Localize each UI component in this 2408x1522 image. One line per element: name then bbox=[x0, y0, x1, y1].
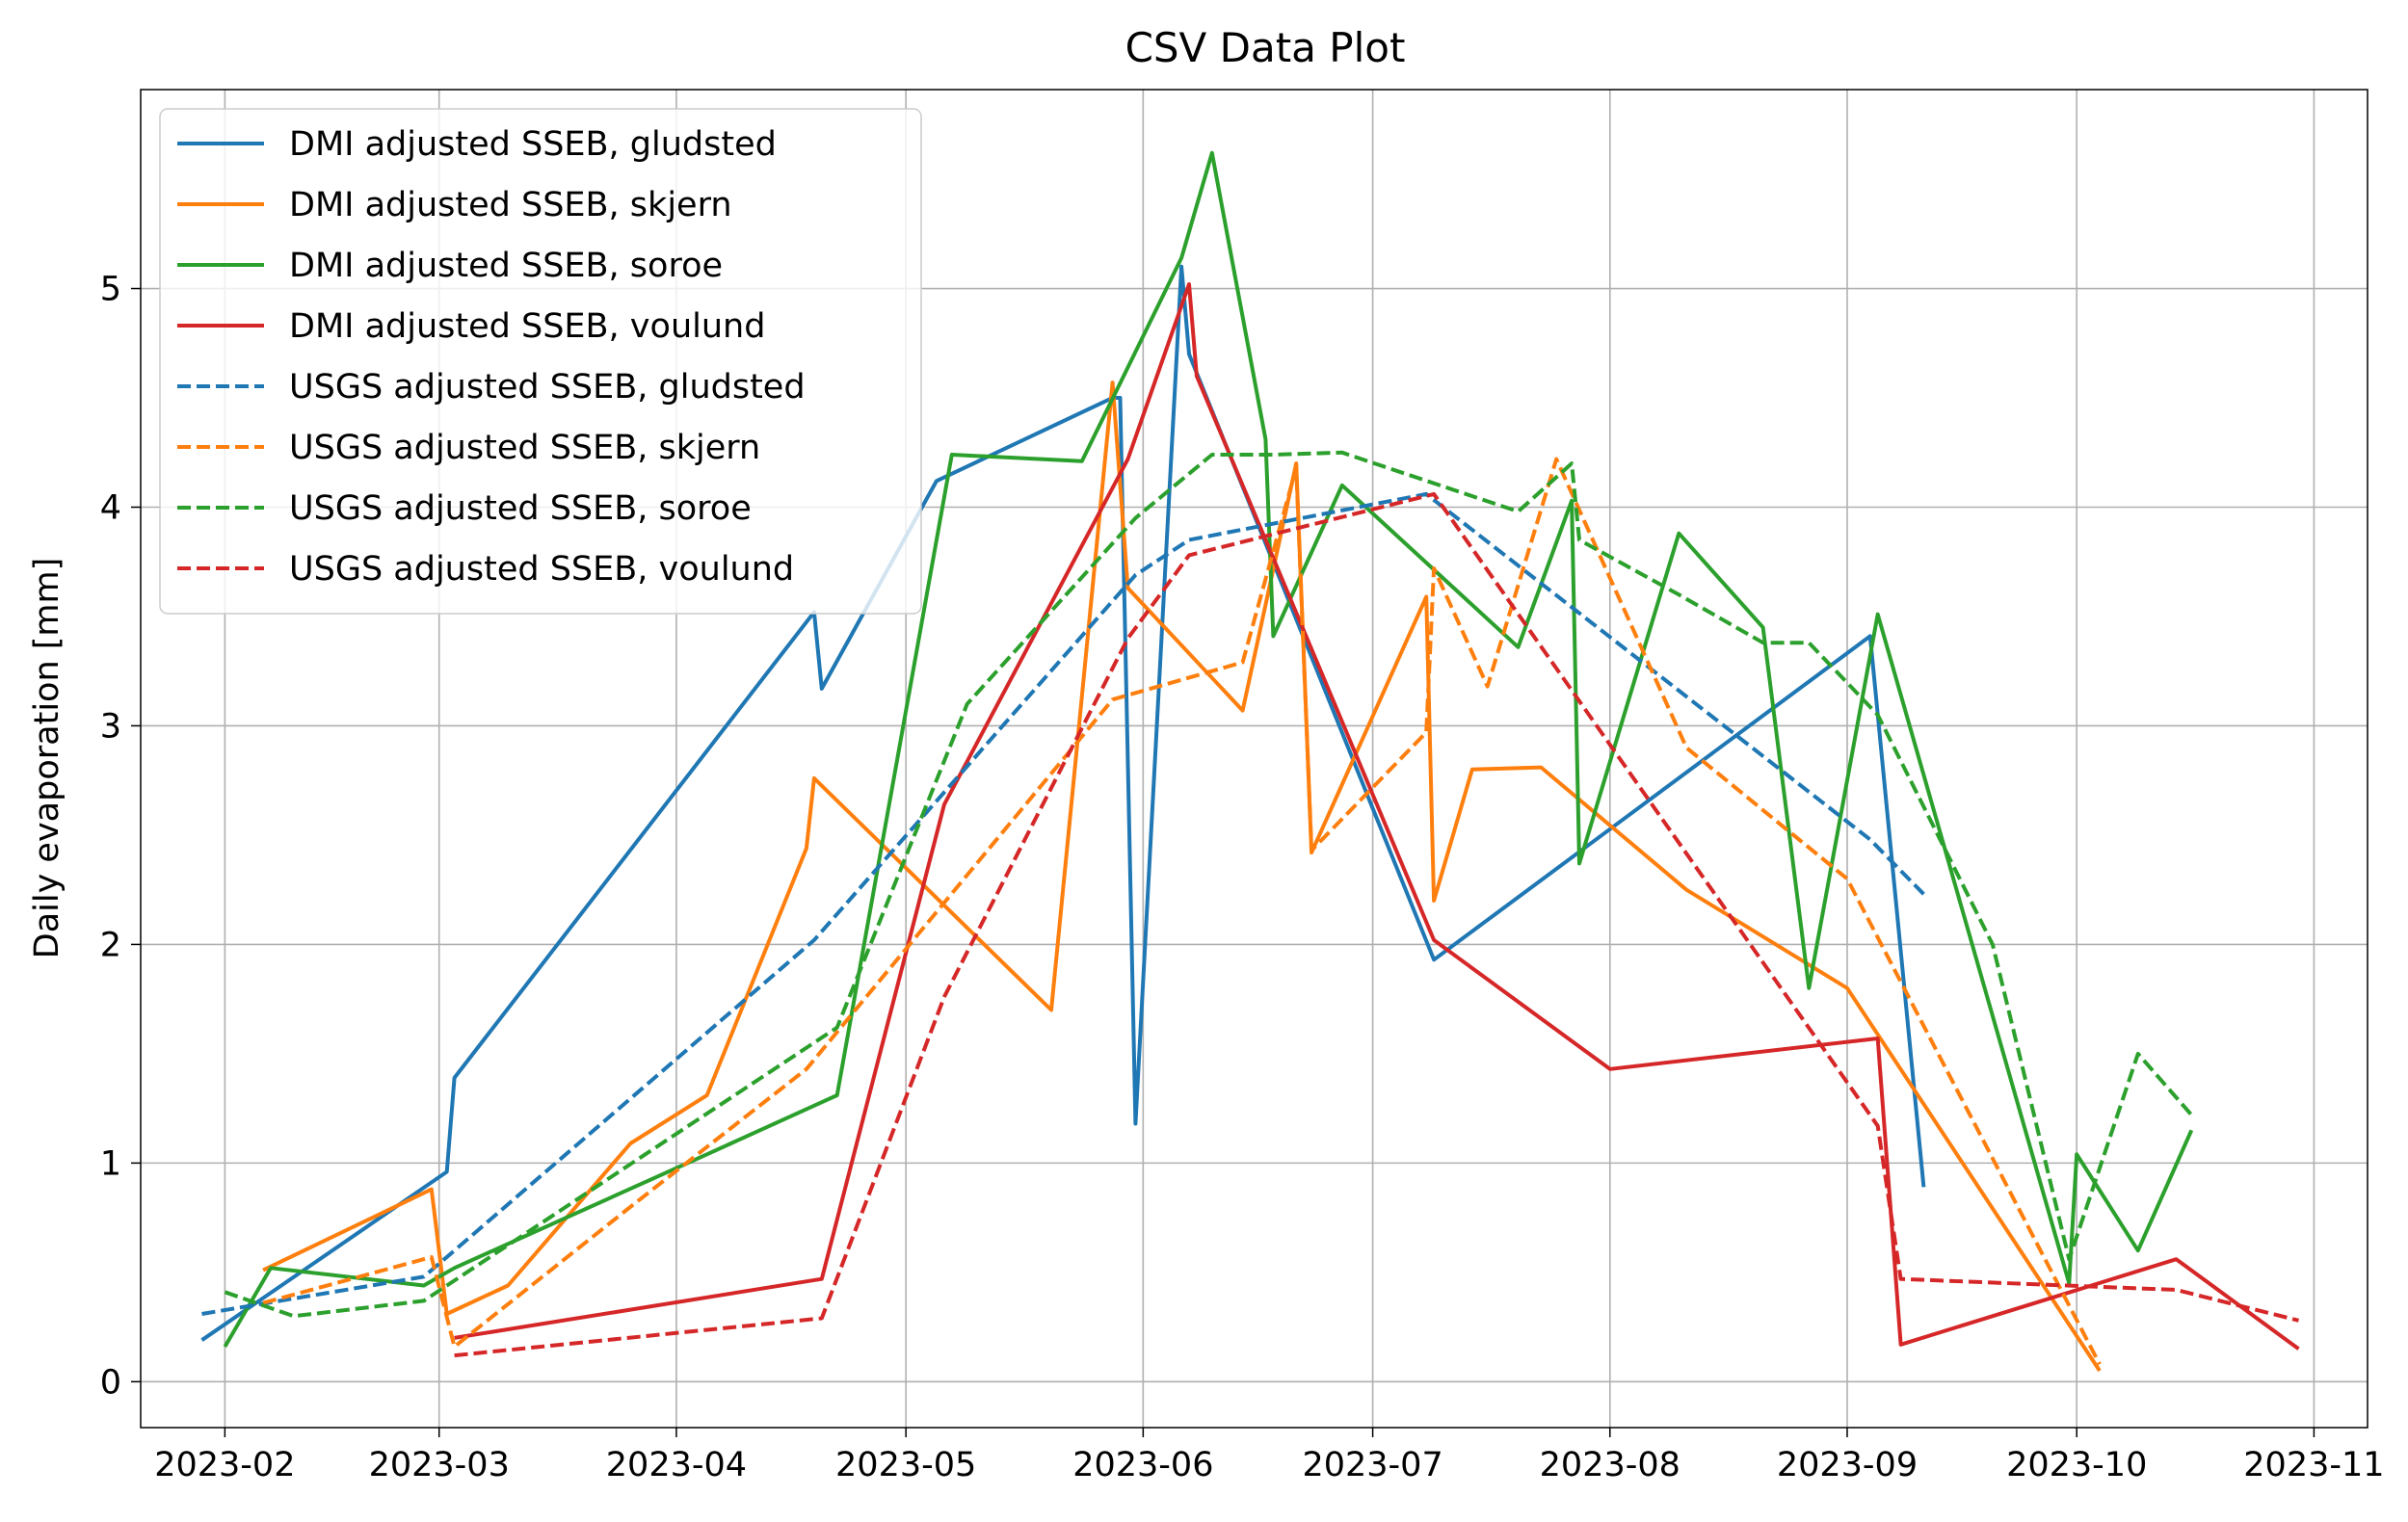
y-tick-label: 1 bbox=[100, 1144, 121, 1183]
legend-label: DMI adjusted SSEB, gludsted bbox=[289, 125, 777, 164]
x-tick-label: 2023-08 bbox=[1540, 1446, 1680, 1484]
y-tick-label: 4 bbox=[100, 488, 121, 527]
series-line-6 bbox=[224, 450, 2193, 1319]
series-line-7 bbox=[454, 491, 2299, 1358]
y-tick-label: 2 bbox=[100, 926, 121, 964]
grid bbox=[141, 90, 2368, 1428]
x-tick-label: 2023-03 bbox=[369, 1446, 510, 1484]
x-tick-label: 2023-04 bbox=[606, 1446, 747, 1484]
legend-label: DMI adjusted SSEB, soroe bbox=[289, 247, 723, 285]
x-tick-label: 2023-11 bbox=[2243, 1446, 2384, 1484]
x-tick-label: 2023-10 bbox=[2006, 1446, 2147, 1484]
legend-label: USGS adjusted SSEB, gludsted bbox=[289, 368, 806, 407]
plot-lines bbox=[200, 150, 2300, 1373]
x-tick-label: 2023-07 bbox=[1302, 1446, 1442, 1484]
series-line-0 bbox=[200, 264, 1926, 1342]
x-axis: 2023-02 2023-03 2023-04 2023-05 2023-06 2023-… bbox=[154, 1428, 2385, 1484]
plot-frame bbox=[140, 89, 2368, 1429]
x-tick-label: 2023-06 bbox=[1072, 1446, 1213, 1484]
series-line-2 bbox=[223, 150, 2194, 1349]
y-tick-label: 3 bbox=[100, 707, 121, 746]
x-tick-label: 2023-05 bbox=[835, 1446, 976, 1484]
legend-label: DMI adjusted SSEB, voulund bbox=[289, 307, 765, 346]
chart-title: CSV Data Plot bbox=[1125, 24, 1406, 71]
series-line-5 bbox=[262, 457, 2102, 1366]
y-axis-label: Daily evaporation [mm] bbox=[28, 558, 66, 959]
y-axis: 0 1 2 3 4 5 bbox=[100, 271, 141, 1402]
series-line-3 bbox=[454, 282, 2300, 1351]
x-tick-label: 2023-02 bbox=[154, 1446, 295, 1484]
legend-label: USGS adjusted SSEB, skjern bbox=[289, 429, 760, 467]
x-tick-label: 2023-09 bbox=[1777, 1446, 1918, 1484]
series-line-1 bbox=[262, 380, 2102, 1373]
legend: DMI adjusted SSEB, gludsted DMI adjusted … bbox=[159, 108, 922, 615]
y-tick-label: 0 bbox=[100, 1363, 121, 1402]
legend-label: USGS adjusted SSEB, soroe bbox=[289, 489, 752, 528]
legend-label: USGS adjusted SSEB, voulund bbox=[289, 550, 794, 589]
legend-box bbox=[159, 108, 922, 615]
y-tick-label: 5 bbox=[100, 271, 121, 309]
legend-label: DMI adjusted SSEB, skjern bbox=[289, 186, 732, 224]
